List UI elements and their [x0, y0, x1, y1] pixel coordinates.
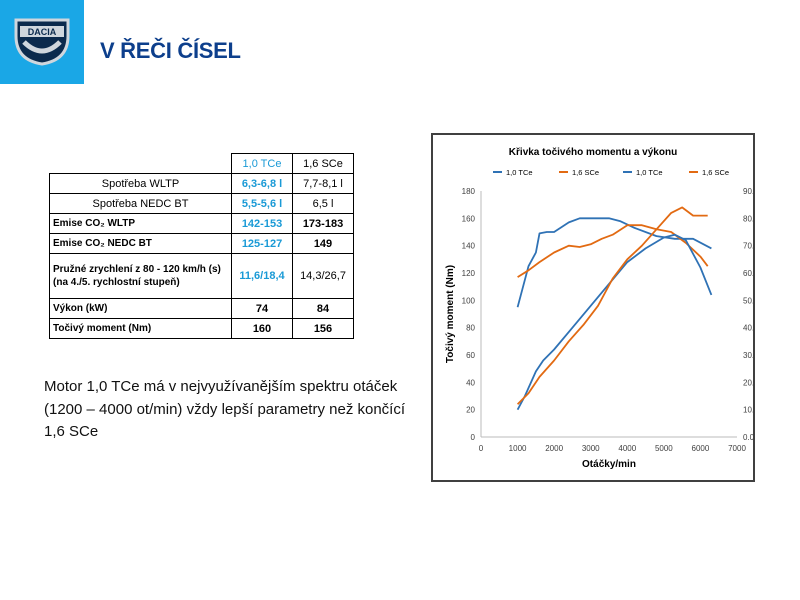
x-axis-label: Otáčky/min: [582, 459, 636, 470]
page-title: V ŘEČI ČÍSEL: [100, 38, 241, 63]
value-sce: 14,3/26,7: [292, 253, 354, 299]
value-sce: 7,7-8,1 l: [292, 173, 354, 194]
value-sce: 173-183: [292, 213, 354, 234]
legend-entry: 1,6 SCe: [572, 168, 599, 177]
value-sce: 6,5 l: [292, 193, 354, 214]
legend-entry: 1,0 TCe: [636, 168, 663, 177]
row-label: Výkon (kW): [49, 298, 232, 319]
row-label: Točivý moment (Nm): [49, 318, 232, 339]
value-tce: 6,3-6,8 l: [231, 173, 293, 194]
chart-title: Křivka točivého momentu a výkonu: [509, 147, 677, 158]
series-line: [516, 206, 708, 405]
legend-entry: 1,0 TCe: [506, 168, 533, 177]
y-tick-label: 20: [466, 406, 475, 415]
y-axis-label: Točivý moment (Nm): [445, 265, 456, 363]
table-row: Emise CO₂ NEDC BT 125-127 149: [49, 233, 354, 254]
y2-tick-label: 50.0: [743, 296, 753, 305]
table-row: Točivý moment (Nm) 160 156: [49, 318, 354, 339]
series-line: [516, 217, 712, 308]
row-label: Spotřeba NEDC BT: [49, 193, 232, 214]
value-sce: 84: [292, 298, 354, 319]
legend-entry: 1,6 SCe: [702, 168, 729, 177]
y-tick-label: 160: [462, 214, 476, 223]
x-tick-label: 7000: [728, 444, 746, 453]
y2-tick-label: 90.0: [743, 187, 753, 196]
y-tick-label: 80: [466, 324, 475, 333]
y2-tick-label: 70.0: [743, 242, 753, 251]
torque-power-chart: Křivka točivého momentu a výkonu 1,0 TCe 1…: [445, 147, 753, 470]
y2-tick-label: 80.0: [743, 214, 753, 223]
row-label: Emise CO₂ NEDC BT: [49, 233, 232, 254]
value-tce: 160: [231, 318, 293, 339]
value-tce: 5,5-5,6 l: [231, 193, 293, 214]
y-tick-label: 140: [462, 242, 476, 251]
y2-tick-label: 0.0: [743, 433, 753, 442]
chart-frame: Křivka točivého momentu a výkonu 1,0 TCe 1…: [431, 133, 755, 482]
y-tick-label: 0: [471, 433, 476, 442]
y2-tick-label: 60.0: [743, 269, 753, 278]
y2-tick-label: 20.0: [743, 378, 753, 387]
dacia-logo-icon: DACIA: [14, 18, 70, 66]
y-tick-label: 180: [462, 187, 476, 196]
table-header-row: 1,0 TCe 1,6 SCe: [50, 153, 354, 174]
spec-table: 1,0 TCe 1,6 SCe Spotřeba WLTP 6,3-6,8 l …: [49, 153, 354, 339]
x-tick-label: 4000: [618, 444, 636, 453]
y-tick-label: 40: [466, 378, 475, 387]
row-label: Spotřeba WLTP: [49, 173, 232, 194]
table-row: Pružné zrychlení z 80 - 120 km/h (s) (na…: [49, 253, 354, 299]
table-row: Výkon (kW) 74 84: [49, 298, 354, 319]
x-tick-label: 2000: [545, 444, 563, 453]
logo-text: DACIA: [28, 27, 57, 37]
y2-tick-label: 40.0: [743, 324, 753, 333]
y-tick-label: 60: [466, 351, 475, 360]
value-tce: 142-153: [231, 213, 293, 234]
x-tick-label: 6000: [692, 444, 710, 453]
value-tce: 74: [231, 298, 293, 319]
column-header-tce: 1,0 TCe: [231, 153, 293, 174]
value-sce: 156: [292, 318, 354, 339]
engine-note: Motor 1,0 TCe má v nejvyužívanějším spek…: [44, 378, 406, 440]
row-label: Emise CO₂ WLTP: [49, 213, 232, 234]
table-row: Spotřeba NEDC BT 5,5-5,6 l 6,5 l: [49, 193, 354, 214]
table-row: Emise CO₂ WLTP 142-153 173-183: [49, 213, 354, 234]
row-label-line1: Pružné zrychlení z 80 - 120 km/h (s): [53, 264, 221, 275]
x-tick-label: 1000: [509, 444, 527, 453]
row-label-line2: (na 4./5. rychlostní stupeň): [53, 277, 180, 288]
x-tick-label: 0: [479, 444, 484, 453]
table-row: Spotřeba WLTP 6,3-6,8 l 7,7-8,1 l: [49, 173, 354, 194]
y-tick-label: 100: [462, 296, 476, 305]
y2-tick-label: 10.0: [743, 406, 753, 415]
series-line: [516, 233, 713, 411]
logo-box: DACIA: [0, 0, 84, 84]
x-tick-label: 3000: [582, 444, 600, 453]
x-tick-label: 5000: [655, 444, 673, 453]
value-tce: 11,6/18,4: [231, 253, 293, 299]
value-tce: 125-127: [231, 233, 293, 254]
value-sce: 149: [292, 233, 354, 254]
y-tick-label: 120: [462, 269, 476, 278]
column-header-sce: 1,6 SCe: [292, 153, 354, 174]
row-label: Pružné zrychlení z 80 - 120 km/h (s) (na…: [49, 253, 232, 299]
y2-tick-label: 30.0: [743, 351, 753, 360]
